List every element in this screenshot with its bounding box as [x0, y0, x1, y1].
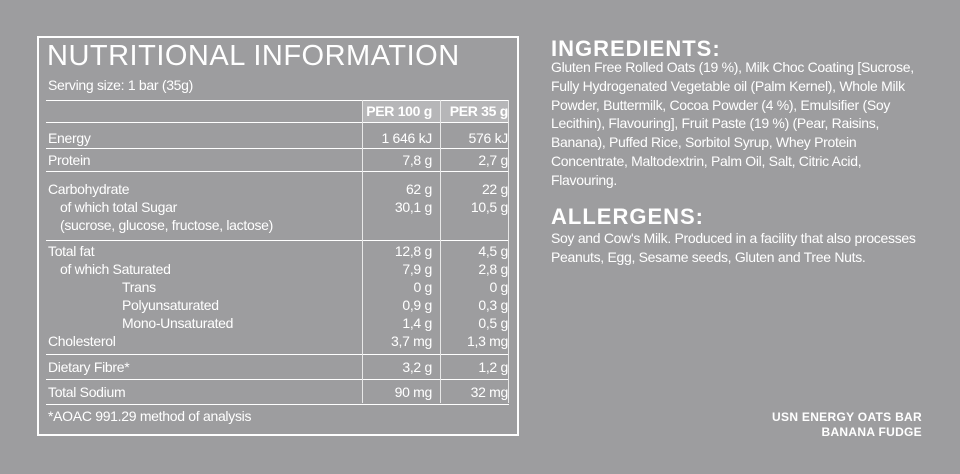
- product-brand: USN ENERGY OATS BAR: [772, 410, 922, 424]
- column-rule: [440, 100, 441, 403]
- row-label: Mono-Unsaturated: [122, 315, 234, 331]
- value-per-100g: 1 646 kJ: [381, 130, 432, 146]
- table-border: [37, 36, 519, 436]
- value-per-100g: 90 mg: [394, 384, 433, 400]
- value-per-35g: 0,5 g: [478, 315, 508, 331]
- value-per-35g: 1,2 g: [478, 359, 508, 375]
- rule: [46, 404, 509, 405]
- column-rule: [508, 100, 509, 403]
- value-per-100g: 0,9 g: [402, 297, 432, 313]
- value-per-35g: 2,8 g: [478, 261, 508, 277]
- value-per-35g: 22 g: [481, 181, 508, 197]
- value-per-35g: 32 mg: [470, 384, 509, 400]
- value-per-100g: 3,7 mg: [391, 333, 432, 349]
- row-label: Dietary Fibre*: [48, 359, 130, 375]
- row-label: Cholesterol: [48, 333, 116, 349]
- allergens-title: ALLERGENS:: [551, 204, 704, 229]
- row-label: Total Sodium: [48, 384, 126, 400]
- rule: [46, 122, 509, 123]
- allergens-text: Soy and Cow's Milk. Produced in a facili…: [551, 230, 916, 265]
- value-per-100g: 7,8 g: [402, 152, 432, 168]
- row-label: Polyunsaturated: [122, 297, 219, 313]
- column-header: PER 100 g: [366, 103, 432, 119]
- serving-size: Serving size: 1 bar (35g): [48, 77, 194, 93]
- row-label: of which Saturated: [60, 261, 171, 277]
- rule: [46, 240, 509, 241]
- footnote: *AOAC 991.29 method of analysis: [48, 408, 252, 424]
- value-per-35g: 0,3 g: [478, 297, 508, 313]
- product-flavour: BANANA FUDGE: [821, 425, 922, 439]
- row-label: Carbohydrate: [48, 181, 130, 197]
- header-band: [363, 101, 509, 122]
- rule: [46, 100, 509, 101]
- value-per-100g: 30,1 g: [394, 199, 432, 215]
- value-per-35g: 576 kJ: [468, 130, 509, 146]
- row-label: Total fat: [48, 243, 95, 259]
- ingredients-title: INGREDIENTS:: [551, 36, 721, 61]
- value-per-100g: 1,4 g: [402, 315, 432, 331]
- value-per-100g: 12,8 g: [394, 243, 432, 259]
- column-rule: [362, 100, 363, 403]
- rule: [46, 171, 509, 172]
- row-label: Energy: [48, 130, 91, 146]
- row-label: Trans: [122, 279, 156, 295]
- value-per-100g: 7,9 g: [402, 261, 432, 277]
- ingredients-text: Gluten Free Rolled Oats (19 %), Milk Cho…: [551, 59, 914, 188]
- value-per-35g: 10,5 g: [470, 199, 508, 215]
- value-per-35g: 2,7 g: [478, 152, 508, 168]
- row-label: Protein: [48, 152, 91, 168]
- row-label: of which total Sugar: [60, 199, 177, 215]
- value-per-100g: 0 g: [413, 279, 432, 295]
- value-per-35g: 1,3 mg: [467, 333, 508, 349]
- nutrition-title: NUTRITIONAL INFORMATION: [47, 40, 460, 72]
- rule: [46, 354, 509, 355]
- value-per-35g: 0 g: [489, 279, 508, 295]
- row-label: (sucrose, glucose, fructose, lactose): [60, 217, 273, 233]
- rule: [46, 148, 509, 149]
- value-per-100g: 62 g: [405, 181, 432, 197]
- column-header: PER 35 g: [449, 103, 509, 119]
- value-per-100g: 3,2 g: [402, 359, 432, 375]
- value-per-35g: 4,5 g: [478, 243, 508, 259]
- rule: [46, 379, 509, 380]
